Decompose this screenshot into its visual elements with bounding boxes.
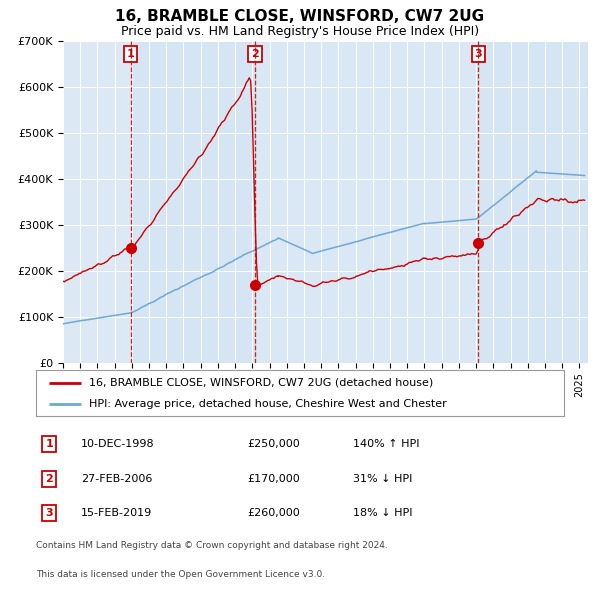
Text: 3: 3 bbox=[46, 509, 53, 519]
Text: This data is licensed under the Open Government Licence v3.0.: This data is licensed under the Open Gov… bbox=[36, 571, 325, 579]
Bar bbox=[131, 41, 255, 363]
Text: HPI: Average price, detached house, Cheshire West and Chester: HPI: Average price, detached house, Ches… bbox=[89, 399, 446, 409]
Bar bbox=[63, 41, 131, 363]
Text: 140% ↑ HPI: 140% ↑ HPI bbox=[353, 439, 419, 449]
Text: 16, BRAMBLE CLOSE, WINSFORD, CW7 2UG (detached house): 16, BRAMBLE CLOSE, WINSFORD, CW7 2UG (de… bbox=[89, 378, 433, 388]
Text: £250,000: £250,000 bbox=[247, 439, 300, 449]
Text: Contains HM Land Registry data © Crown copyright and database right 2024.: Contains HM Land Registry data © Crown c… bbox=[36, 541, 388, 550]
Text: 3: 3 bbox=[475, 49, 482, 59]
Text: Price paid vs. HM Land Registry's House Price Index (HPI): Price paid vs. HM Land Registry's House … bbox=[121, 25, 479, 38]
Text: 1: 1 bbox=[127, 49, 134, 59]
Text: 10-DEC-1998: 10-DEC-1998 bbox=[81, 439, 155, 449]
Text: 18% ↓ HPI: 18% ↓ HPI bbox=[353, 509, 412, 519]
Text: 2: 2 bbox=[251, 49, 259, 59]
Text: 31% ↓ HPI: 31% ↓ HPI bbox=[353, 474, 412, 484]
Bar bbox=[255, 41, 478, 363]
Text: 16, BRAMBLE CLOSE, WINSFORD, CW7 2UG: 16, BRAMBLE CLOSE, WINSFORD, CW7 2UG bbox=[115, 9, 485, 24]
Bar bbox=[478, 41, 588, 363]
Text: 2: 2 bbox=[46, 474, 53, 484]
Text: 1: 1 bbox=[46, 439, 53, 449]
Text: 27-FEB-2006: 27-FEB-2006 bbox=[81, 474, 152, 484]
Text: 15-FEB-2019: 15-FEB-2019 bbox=[81, 509, 152, 519]
Text: £260,000: £260,000 bbox=[247, 509, 300, 519]
Text: £170,000: £170,000 bbox=[247, 474, 300, 484]
